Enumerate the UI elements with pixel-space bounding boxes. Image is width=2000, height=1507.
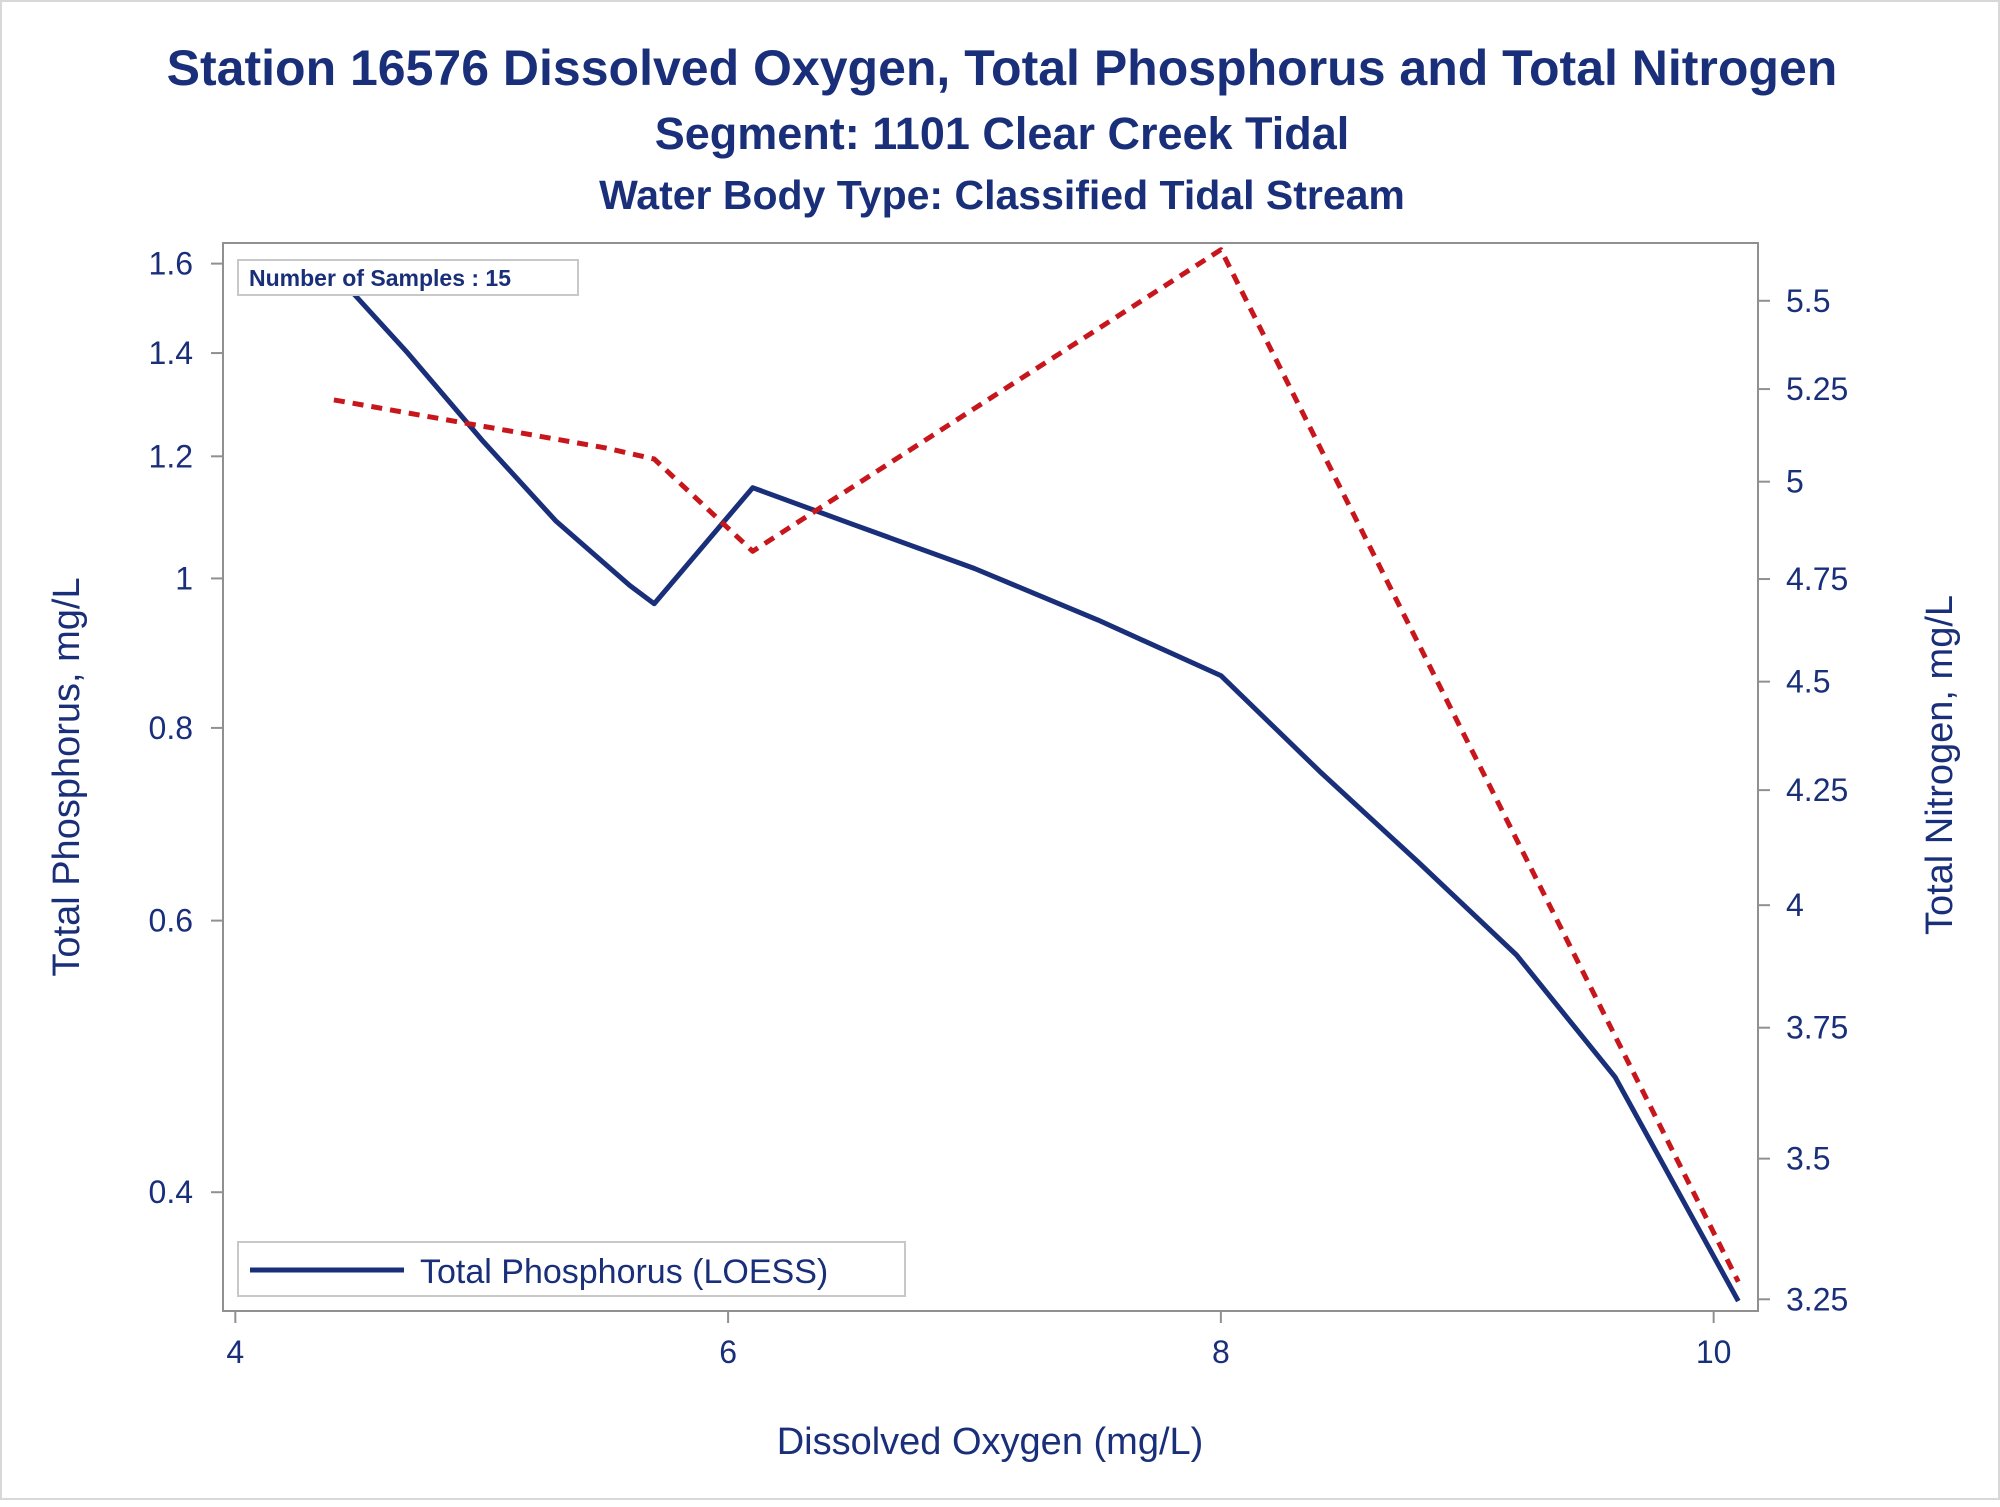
plot-area — [222, 242, 1759, 1312]
y2-tick-label: 5.25 — [1786, 371, 1848, 407]
chart-subtitle-2: Water Body Type: Classified Tidal Stream — [599, 172, 1405, 218]
y-tick-label: 0.8 — [149, 710, 193, 746]
legend-label-phosphorus: Total Phosphorus (LOESS) — [420, 1253, 828, 1291]
y-axis-left: 0.4 0.6 0.8 1 1.2 1.4 1.6 — [149, 246, 223, 1210]
sample-count-text: Number of Samples : 15 — [249, 265, 511, 291]
y2-tick-label: 4.75 — [1786, 561, 1848, 597]
y2-axis-label: Total Nitrogen, mg/L — [1919, 595, 1961, 935]
y-tick-label: 1.2 — [149, 438, 193, 474]
y2-tick-label: 4.5 — [1786, 664, 1830, 700]
y-tick-label: 1 — [175, 560, 193, 596]
x-tick-label: 6 — [719, 1334, 737, 1370]
chart-subtitle: Segment: 1101 Clear Creek Tidal — [655, 108, 1350, 159]
y2-tick-label: 3.5 — [1786, 1141, 1830, 1177]
y-tick-label: 1.6 — [149, 246, 193, 282]
sample-count-box — [237, 259, 579, 296]
y-tick-label: 1.4 — [149, 335, 193, 371]
y2-tick-label: 4 — [1786, 887, 1804, 923]
y2-tick-label: 3.25 — [1786, 1281, 1848, 1317]
y2-tick-label: 5.5 — [1786, 283, 1830, 319]
y2-tick-label: 4.25 — [1786, 772, 1848, 808]
y2-tick-label: 5 — [1786, 464, 1804, 500]
legend: Total Phosphorus (LOESS) — [237, 1241, 906, 1297]
phosphorus-series-line — [332, 270, 1741, 1303]
y-axis-right: 3.25 3.5 3.75 4 4.25 4.5 4.75 5 5.25 5.5 — [1758, 283, 1848, 1317]
y-tick-label: 0.6 — [149, 903, 193, 939]
nitrogen-series-line — [333, 247, 1741, 1283]
y2-tick-label: 3.75 — [1786, 1010, 1848, 1046]
x-tick-label: 8 — [1212, 1334, 1230, 1370]
y-tick-label: 0.4 — [149, 1174, 193, 1210]
x-tick-label: 10 — [1696, 1334, 1732, 1370]
series-layer — [332, 247, 1741, 1303]
x-tick-label: 4 — [226, 1334, 244, 1370]
y-axis-label: Total Phosphorus, mg/L — [46, 577, 88, 976]
x-axis-label: Dissolved Oxygen (mg/L) — [777, 1421, 1204, 1463]
x-axis: 4 6 8 10 — [226, 1311, 1731, 1370]
chart-title: Station 16576 Dissolved Oxygen, Total Ph… — [167, 40, 1838, 96]
